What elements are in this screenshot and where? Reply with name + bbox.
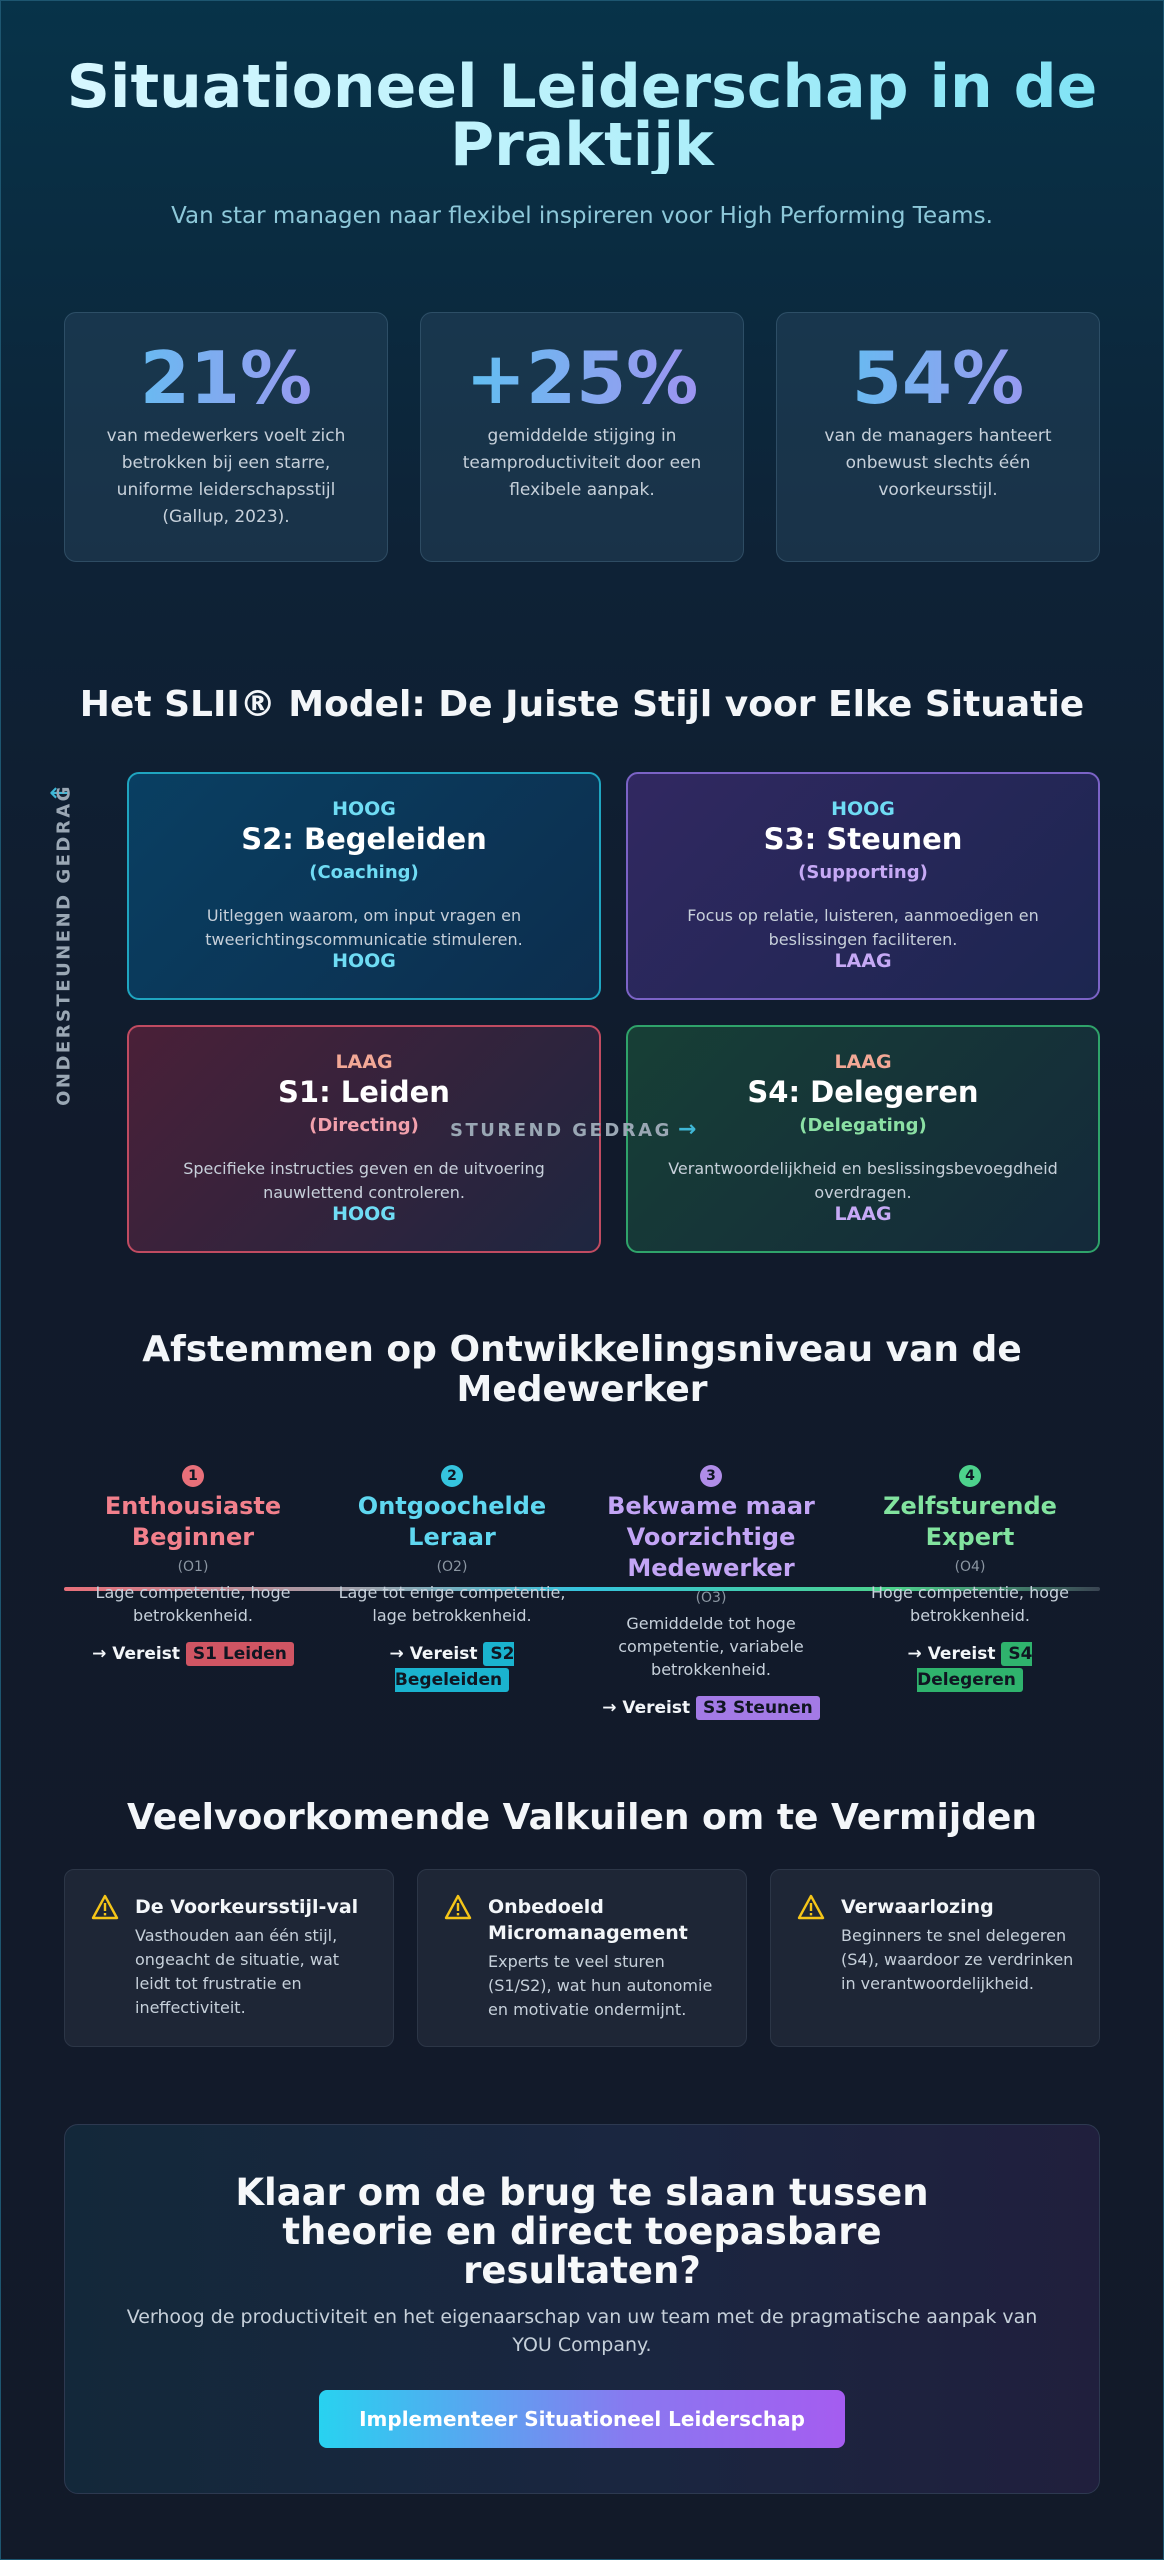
stage-number: 4 bbox=[959, 1465, 981, 1487]
quadrant-description: Focus op relatie, luisteren, aanmoedigen… bbox=[687, 906, 1039, 949]
warning-triangle-icon bbox=[91, 1894, 119, 1920]
stat-description: van de managers hanteert onbewust slecht… bbox=[824, 426, 1052, 500]
quadrant-directive-level: LAAG bbox=[834, 950, 892, 972]
stage-title: Bekwame maar Voorzichtige Medewerker bbox=[607, 1492, 815, 1582]
required-label: → Vereist bbox=[92, 1644, 180, 1664]
stage-description: Lage tot enige competentie, lage betrokk… bbox=[338, 1583, 566, 1625]
arrow-up-icon: ← bbox=[49, 778, 71, 808]
pitfall-card: Onbedoeld Micromanagement Experts te vee… bbox=[417, 1869, 747, 2047]
quadrant-subtitle: (Directing) bbox=[309, 1115, 419, 1136]
pitfall-card: Verwaarlozing Beginners te snel delegere… bbox=[770, 1869, 1100, 2047]
quadrant-directive-level: HOOG bbox=[332, 950, 396, 972]
stage-code: (O1) bbox=[177, 1559, 209, 1575]
stage-number: 3 bbox=[700, 1465, 722, 1487]
quadrant-subtitle: (Supporting) bbox=[798, 862, 928, 883]
quadrant-subtitle: (Delegating) bbox=[799, 1115, 927, 1136]
cta-section: Klaar om de brug te slaan tussen theorie… bbox=[64, 2124, 1100, 2494]
quadrant-title: S2: Begeleiden bbox=[241, 822, 487, 856]
style-badge: S3 Steunen bbox=[696, 1696, 820, 1720]
pitfalls-section-title: Veelvoorkomende Valkuilen om te Vermijde… bbox=[126, 1797, 1038, 1838]
stage-o4: 4 Zelfsturende Expert (O4) Hoge competen… bbox=[854, 1465, 1086, 1693]
stage-description: Lage competentie, hoge betrokkenheid. bbox=[95, 1583, 291, 1625]
stat-value: 21% bbox=[65, 335, 387, 421]
implement-button[interactable]: Implementeer Situationeel Leiderschap bbox=[319, 2390, 845, 2448]
stage-number: 2 bbox=[441, 1465, 463, 1487]
required-label: → Vereist bbox=[907, 1644, 996, 1664]
stat-card: 54% van de managers hanteert onbewust sl… bbox=[776, 312, 1100, 562]
stage-description: Hoge competentie, hoge betrokkenheid. bbox=[871, 1583, 1069, 1625]
quadrant-description: Specifieke instructies geven en de uitvo… bbox=[183, 1159, 545, 1202]
quadrant-directive-level: HOOG bbox=[332, 1203, 396, 1225]
stage-required-style: → Vereist S2 Begeleiden bbox=[336, 1641, 568, 1693]
pitfall-title: Onbedoeld Micromanagement bbox=[488, 1896, 688, 1944]
stat-card: 21% van medewerkers voelt zich betrokken… bbox=[64, 312, 388, 562]
quadrant-support-level: LAAG bbox=[335, 1051, 393, 1073]
pitfall-title: Verwaarlozing bbox=[841, 1896, 994, 1918]
x-axis: STUREND GEDRAG → bbox=[450, 1117, 699, 1142]
quadrant-support-level: HOOG bbox=[831, 798, 895, 820]
development-section-title: Afstemmen op Ontwikkelingsniveau van de … bbox=[142, 1329, 1022, 1410]
stage-code: (O3) bbox=[695, 1590, 727, 1606]
quadrant-s2: HOOG S2: Begeleiden (Coaching) Uitleggen… bbox=[127, 772, 601, 1000]
y-axis: ← ONDERSTEUNEND GEDRAG bbox=[36, 780, 92, 1110]
y-axis-label: ONDERSTEUNEND GEDRAG bbox=[53, 784, 75, 1106]
stage-o2: 2 Ontgoochelde Leraar (O2) Lage tot enig… bbox=[336, 1465, 568, 1693]
stage-o3: 3 Bekwame maar Voorzichtige Medewerker (… bbox=[595, 1465, 827, 1721]
pitfall-description: Beginners te snel delegeren (S4), waardo… bbox=[841, 1926, 1074, 1993]
pitfall-title: De Voorkeursstijl-val bbox=[135, 1896, 359, 1918]
cta-subtitle: Verhoog de productiviteit en het eigenaa… bbox=[126, 2306, 1038, 2356]
warning-triangle-icon bbox=[797, 1894, 825, 1920]
stage-description: Gemiddelde tot hoge competentie, variabe… bbox=[618, 1614, 804, 1679]
pitfall-description: Vasthouden aan één stijl, ongeacht de si… bbox=[135, 1926, 340, 2017]
page-title: Situationeel Leiderschap in de Praktijk bbox=[60, 57, 1104, 175]
quadrant-s4: LAAG S4: Delegeren (Delegating) Verantwo… bbox=[626, 1025, 1100, 1253]
style-badge: S1 Leiden bbox=[185, 1642, 294, 1666]
quadrant-description: Verantwoordelijkheid en beslissingsbevoe… bbox=[668, 1159, 1058, 1202]
quadrant-s3: HOOG S3: Steunen (Supporting) Focus op r… bbox=[626, 772, 1100, 1000]
stage-required-style: → Vereist S1 Leiden bbox=[77, 1641, 309, 1667]
development-progress-line bbox=[64, 1587, 1100, 1591]
quadrant-support-level: HOOG bbox=[332, 798, 396, 820]
stage-required-style: → Vereist S4 Delegeren bbox=[854, 1641, 1086, 1693]
quadrant-title: S4: Delegeren bbox=[747, 1075, 979, 1109]
page-subtitle: Van star managen naar flexibel inspirere… bbox=[171, 203, 993, 229]
stat-value: +25% bbox=[421, 335, 743, 421]
x-axis-label: STUREND GEDRAG bbox=[450, 1120, 672, 1141]
quadrant-subtitle: (Coaching) bbox=[309, 862, 419, 883]
warning-triangle-icon bbox=[444, 1894, 472, 1920]
stage-code: (O4) bbox=[954, 1559, 986, 1575]
stage-title: Ontgoochelde Leraar bbox=[357, 1492, 547, 1551]
cta-title: Klaar om de brug te slaan tussen theorie… bbox=[235, 2171, 929, 2292]
required-label: → Vereist bbox=[389, 1644, 478, 1664]
quadrant-title: S3: Steunen bbox=[763, 822, 963, 856]
stat-value: 54% bbox=[777, 335, 1099, 421]
stage-o1: 1 Enthousiaste Beginner (O1) Lage compet… bbox=[77, 1465, 309, 1667]
stat-card: +25% gemiddelde stijging in teamproducti… bbox=[420, 312, 744, 562]
quadrant-s1: LAAG S1: Leiden (Directing) Specifieke i… bbox=[127, 1025, 601, 1253]
quadrant-description: Uitleggen waarom, om input vragen en twe… bbox=[205, 906, 523, 949]
quadrant-title: S1: Leiden bbox=[278, 1075, 450, 1109]
arrow-right-icon: → bbox=[677, 1117, 699, 1142]
model-section-title: Het SLII® Model: De Juiste Stijl voor El… bbox=[79, 684, 1085, 725]
required-label: → Vereist bbox=[602, 1698, 691, 1718]
quadrant-support-level: LAAG bbox=[834, 1051, 892, 1073]
quadrant-directive-level: LAAG bbox=[834, 1203, 892, 1225]
stage-title: Enthousiaste Beginner bbox=[104, 1492, 282, 1551]
stage-title: Zelfsturende Expert bbox=[883, 1492, 1057, 1551]
stage-required-style: → Vereist S3 Steunen bbox=[595, 1695, 827, 1721]
stat-description: gemiddelde stijging in teamproductivitei… bbox=[462, 426, 702, 500]
stage-number: 1 bbox=[182, 1465, 204, 1487]
stat-description: van medewerkers voelt zich betrokken bij… bbox=[106, 426, 346, 527]
pitfall-description: Experts te veel sturen (S1/S2), wat hun … bbox=[488, 1952, 713, 2019]
stage-code: (O2) bbox=[436, 1559, 468, 1575]
pitfall-card: De Voorkeursstijl-val Vasthouden aan één… bbox=[64, 1869, 394, 2047]
